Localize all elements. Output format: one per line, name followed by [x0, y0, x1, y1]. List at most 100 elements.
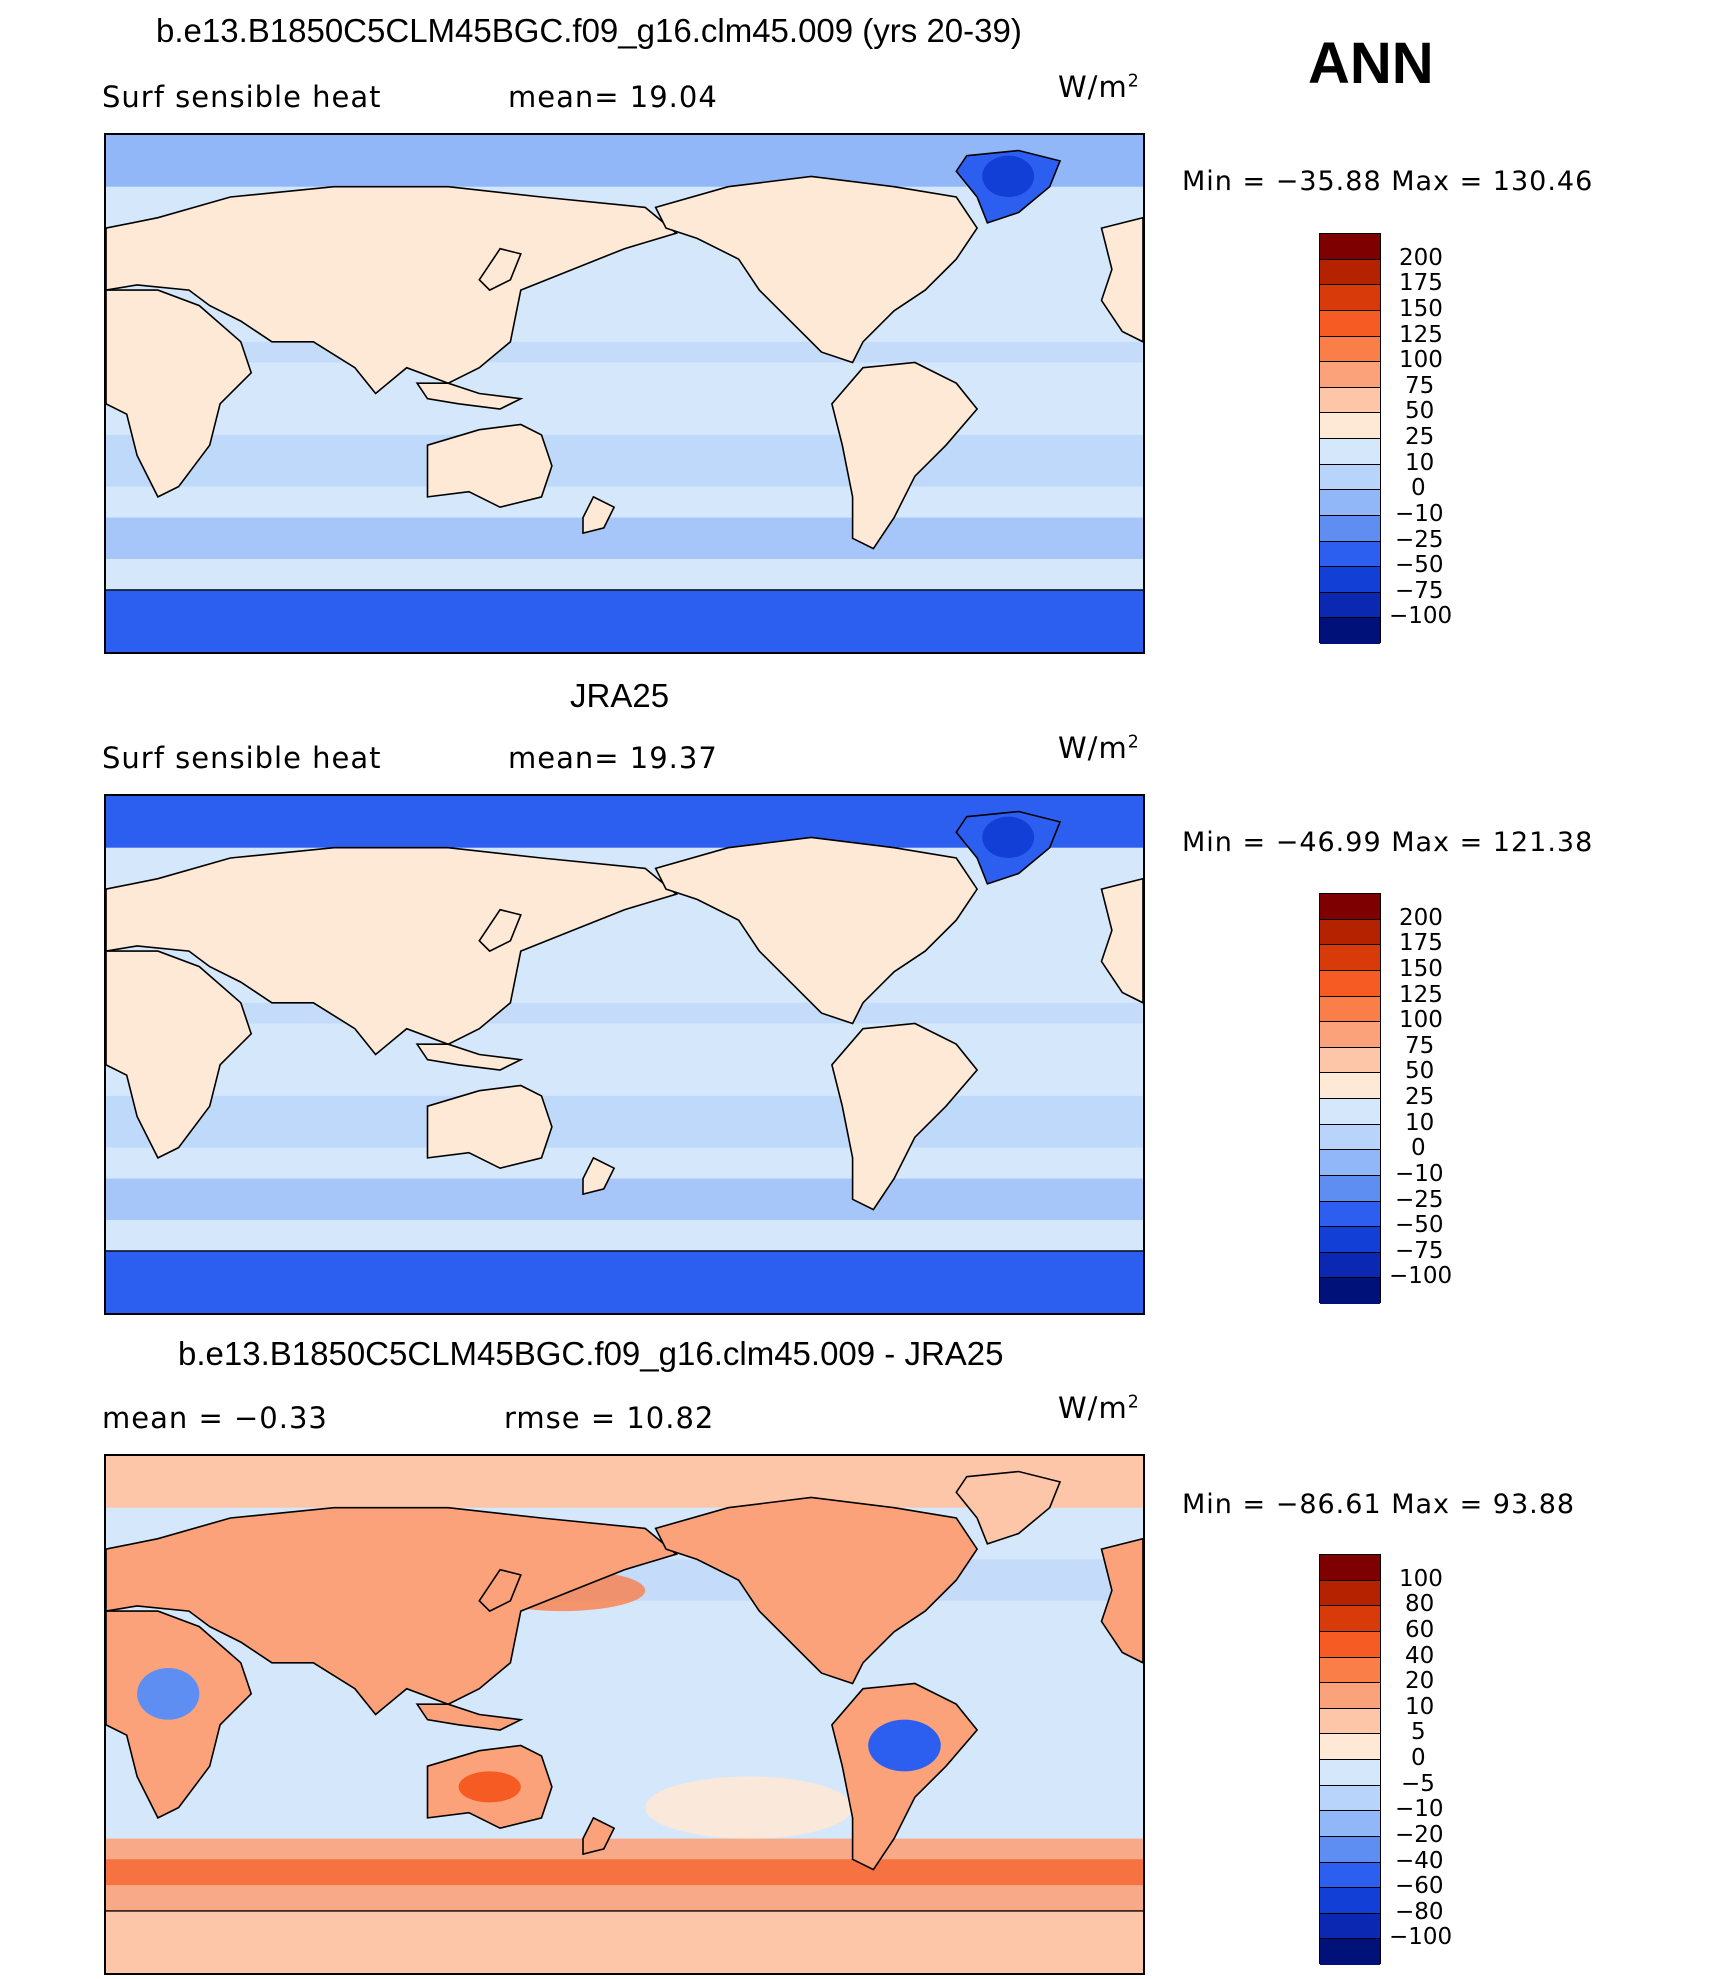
colorbar-tick-label: 125	[1399, 321, 1443, 348]
landmass-japan	[478, 247, 522, 292]
colorbar-swatch	[1320, 336, 1380, 363]
colorbar-tick-label: −80	[1395, 1898, 1444, 1925]
colorbar-swatch	[1320, 413, 1380, 439]
colorbar-tick-label: −25	[1395, 526, 1444, 553]
southern-ocean-band	[106, 1859, 1143, 1886]
colorbar-swatch	[1320, 1836, 1380, 1863]
colorbar-tick-label: 40	[1405, 1642, 1435, 1669]
panel-2-map	[104, 794, 1145, 1315]
colorbar-tick-label: −100	[1389, 603, 1453, 630]
colorbar-swatch	[1320, 1708, 1380, 1735]
landmass-africa	[106, 289, 253, 498]
colorbar-tick-label: 25	[1405, 424, 1435, 450]
colorbar-tick-label: −60	[1395, 1873, 1444, 1900]
panel-3-units: W/m2	[1058, 1391, 1140, 1425]
colorbar-swatch	[1320, 1555, 1380, 1581]
colorbar-tick-label: −10	[1395, 1160, 1444, 1187]
landmass-northamerica	[654, 836, 979, 1025]
colorbar-swatch	[1320, 1888, 1380, 1914]
units-base: W/m	[1058, 731, 1128, 765]
landmass-northamerica	[654, 1496, 979, 1685]
colorbar-swatch	[1320, 567, 1380, 593]
colorbar-swatch	[1320, 1631, 1380, 1658]
panel-1-units: W/m2	[1058, 70, 1140, 104]
colorbar-swatch	[1320, 541, 1380, 568]
colorbar-swatch	[1320, 1227, 1380, 1253]
colorbar-swatch	[1320, 1657, 1380, 1684]
colorbar-tick-label: 25	[1405, 1084, 1435, 1110]
colorbar-swatch	[1320, 894, 1380, 920]
panel-2-variable-label: Surf sensible heat	[102, 741, 382, 775]
colorbar-swatch	[1320, 970, 1380, 997]
panel-3-rmse-label: rmse = 10.82	[504, 1401, 715, 1435]
colorbar-tick-label: 60	[1405, 1616, 1435, 1643]
antarctica-region	[106, 1250, 1143, 1313]
southern-ocean-band	[106, 1178, 1143, 1220]
landmass-southamerica	[831, 1682, 979, 1871]
units-exponent: 2	[1127, 732, 1140, 753]
landmass-nz	[582, 1816, 616, 1856]
panel-3-map	[104, 1454, 1145, 1975]
colorbar-swatch	[1320, 490, 1380, 516]
landmass-europe_right	[1100, 1537, 1143, 1664]
colorbar-tick-label: 150	[1399, 955, 1443, 982]
colorbar-swatch	[1320, 592, 1380, 619]
colorbar-swatch	[1320, 1939, 1380, 1965]
colorbar-swatch	[1320, 1811, 1380, 1837]
colorbar-tick-label: 50	[1405, 1058, 1435, 1085]
panel-1-variable-label: Surf sensible heat	[102, 80, 382, 114]
colorbar-tick-label: 200	[1399, 904, 1443, 931]
colorbar-swatch	[1320, 919, 1380, 946]
panel-1-min-max: Min = −35.88 Max = 130.46	[1182, 166, 1594, 197]
landmass-indonesia	[415, 382, 524, 410]
panel-1-mean-label: mean= 19.04	[508, 80, 718, 114]
colorbar-tick-label: −50	[1395, 552, 1444, 579]
colorbar-tick-label: 10	[1405, 449, 1435, 476]
colorbar-swatch	[1320, 1683, 1380, 1709]
colorbar-swatch	[1320, 1278, 1380, 1304]
landmass-eurasia	[106, 1506, 679, 1716]
colorbar-tick-label: −75	[1395, 577, 1444, 604]
colorbar-tick-label: 0	[1411, 1745, 1426, 1771]
colorbar-swatch	[1320, 1022, 1380, 1048]
landmass-europe_right	[1100, 877, 1143, 1004]
panel-3-colorbar	[1319, 1554, 1381, 1965]
colorbar-tick-label: −5	[1401, 1770, 1435, 1797]
amazon-anomaly	[868, 1719, 941, 1772]
landmass-southamerica	[831, 361, 979, 550]
landmass-nz	[582, 1156, 616, 1196]
colorbar-tick-label: 125	[1399, 981, 1443, 1008]
southern-ocean-band	[106, 517, 1143, 559]
units-base: W/m	[1058, 70, 1128, 104]
colorbar-swatch	[1320, 1175, 1380, 1202]
world-map	[106, 1456, 1143, 1973]
colorbar-tick-label: 100	[1399, 1007, 1443, 1034]
tropical-band	[106, 341, 1143, 363]
colorbar-swatch	[1320, 1073, 1380, 1099]
antarctica-region	[106, 589, 1143, 652]
colorbar-swatch	[1320, 464, 1380, 491]
panel-1-map	[104, 133, 1145, 654]
colorbar-tick-label: 175	[1399, 930, 1443, 957]
colorbar-tick-label: 100	[1399, 347, 1443, 374]
colorbar-swatch	[1320, 1913, 1380, 1940]
panel-1-colorbar	[1319, 233, 1381, 644]
landmass-eurasia	[106, 846, 679, 1056]
colorbar-swatch	[1320, 234, 1380, 260]
colorbar-tick-label: −40	[1395, 1847, 1444, 1874]
colorbar-swatch	[1320, 1201, 1380, 1228]
colorbar-swatch	[1320, 285, 1380, 311]
landmass-northamerica	[654, 175, 979, 364]
colorbar-tick-label: 5	[1411, 1719, 1426, 1746]
panel-2-min-max: Min = −46.99 Max = 121.38	[1182, 827, 1594, 858]
panel-1-title: b.e13.B1850C5CLM45BGC.f09_g16.clm45.009 …	[156, 12, 1022, 49]
colorbar-tick-label: −25	[1395, 1186, 1444, 1213]
colorbar-swatch	[1320, 945, 1380, 971]
colorbar-tick-label: 10	[1405, 1693, 1435, 1720]
africa-anomaly	[137, 1667, 200, 1720]
panel-2-colorbar	[1319, 893, 1381, 1304]
colorbar-swatch	[1320, 1785, 1380, 1812]
landmass-africa	[106, 950, 253, 1159]
units-base: W/m	[1058, 1391, 1128, 1425]
colorbar-swatch	[1320, 310, 1380, 337]
